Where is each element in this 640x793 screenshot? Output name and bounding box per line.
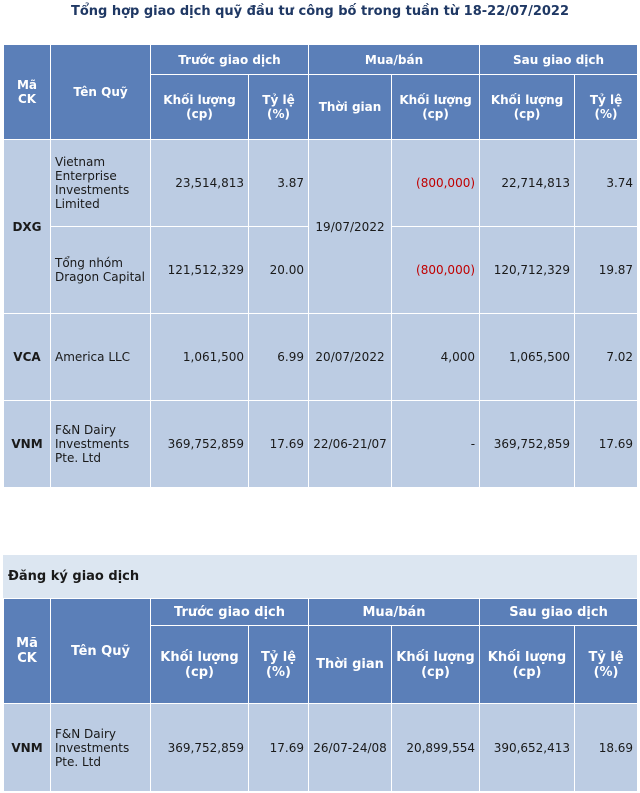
trade-date: 20/07/2022: [308, 313, 393, 401]
table-row: DXG Vietnam Enterprise Investments Limit…: [3, 139, 639, 314]
stock-code: DXG: [3, 139, 51, 314]
before-pct: 17.69: [247, 400, 310, 488]
header-mua-ban: Mua/bán: [308, 598, 481, 626]
header-ma-ck: Mã CK: [3, 598, 51, 704]
header-after-volume: Khối lượng (cp): [479, 625, 576, 704]
header-ma-ck: Mã CK: [3, 44, 51, 140]
trade-volume: 20,899,554: [391, 703, 481, 792]
after-pct: 18.69: [574, 703, 639, 792]
before-pct: 3.87: [247, 139, 310, 227]
header-after-pct: Tỷ lệ (%): [574, 74, 639, 140]
header-after-pct: Tỷ lệ (%): [574, 625, 639, 704]
fund-name: F&N Dairy Investments Pte. Ltd: [50, 400, 151, 488]
table-row: VNM F&N Dairy Investments Pte. Ltd 369,7…: [3, 400, 639, 488]
before-volume: 121,512,329: [150, 226, 249, 314]
page-title: Tổng hợp giao dịch quỹ đầu tư công bố tr…: [70, 4, 570, 19]
table-row: Tổng nhóm Dragon Capital 121,512,329 20.…: [4, 226, 639, 314]
fund-name: Vietnam Enterprise Investments Limited: [50, 139, 151, 227]
stock-code: VCA: [3, 313, 51, 401]
header-before-volume: Khối lượng (cp): [150, 625, 249, 704]
after-volume: 120,712,329: [479, 226, 576, 314]
after-pct: 19.87: [574, 226, 639, 314]
before-pct: 6.99: [247, 313, 310, 401]
after-volume: 1,065,500: [479, 313, 576, 401]
trade-volume: (800,000): [391, 139, 481, 227]
header-sau-giao-dich: Sau giao dịch: [479, 598, 639, 626]
header-date: Thời gian: [308, 625, 393, 704]
trade-volume: (800,000): [391, 226, 481, 314]
header-date: Thời gian: [308, 74, 393, 140]
stock-code: VNM: [3, 703, 51, 792]
header-ten-quy: Tên Quỹ: [50, 44, 151, 140]
trade-date: 22/06-21/07: [308, 400, 393, 488]
fund-name: F&N Dairy Investments Pte. Ltd: [50, 703, 151, 792]
header-mua-ban: Mua/bán: [308, 44, 481, 75]
header-sau-giao-dich: Sau giao dịch: [479, 44, 639, 75]
table-row: VNM F&N Dairy Investments Pte. Ltd 369,7…: [3, 703, 639, 792]
header-after-volume: Khối lượng (cp): [479, 74, 576, 140]
fund-name: America LLC: [50, 313, 151, 401]
trade-date: 26/07-24/08: [308, 703, 393, 792]
fund-name: Tổng nhóm Dragon Capital: [50, 226, 151, 314]
header-trade-volume: Khối lượng (cp): [391, 74, 481, 140]
transactions-table: Mã CK Tên Quỹ Trước giao dịch Mua/bán Sa…: [3, 44, 639, 488]
stock-code: VNM: [3, 400, 51, 488]
after-pct: 3.74: [574, 139, 639, 227]
before-volume: 23,514,813: [150, 139, 249, 227]
after-volume: 369,752,859: [479, 400, 576, 488]
after-pct: 7.02: [574, 313, 639, 401]
before-pct: 17.69: [247, 703, 310, 792]
header-truoc-giao-dich: Trước giao dịch: [149, 44, 310, 75]
trade-date: 19/07/2022: [308, 139, 393, 314]
trade-volume: 4,000: [391, 313, 481, 401]
before-volume: 1,061,500: [150, 313, 249, 401]
before-volume: 369,752,859: [150, 703, 249, 792]
header-before-volume: Khối lượng (cp): [150, 74, 249, 140]
header-before-pct: Tỷ lệ (%): [247, 74, 310, 140]
after-pct: 17.69: [574, 400, 639, 488]
registration-table: Mã CK Tên Quỹ Trước giao dịch Mua/bán Sa…: [3, 598, 639, 792]
section-title: Đăng ký giao dịch: [3, 555, 637, 598]
before-volume: 369,752,859: [150, 400, 249, 488]
header-ten-quy: Tên Quỹ: [50, 598, 151, 704]
header-truoc-giao-dich: Trước giao dịch: [149, 598, 310, 626]
header-trade-volume: Khối lượng (cp): [391, 625, 481, 704]
trade-volume: -: [391, 400, 481, 488]
after-volume: 22,714,813: [479, 139, 576, 227]
after-volume: 390,652,413: [479, 703, 576, 792]
header-before-pct: Tỷ lệ (%): [247, 625, 310, 704]
before-pct: 20.00: [247, 226, 310, 314]
table-row: VCA America LLC 1,061,500 6.99 20/07/202…: [3, 313, 639, 401]
